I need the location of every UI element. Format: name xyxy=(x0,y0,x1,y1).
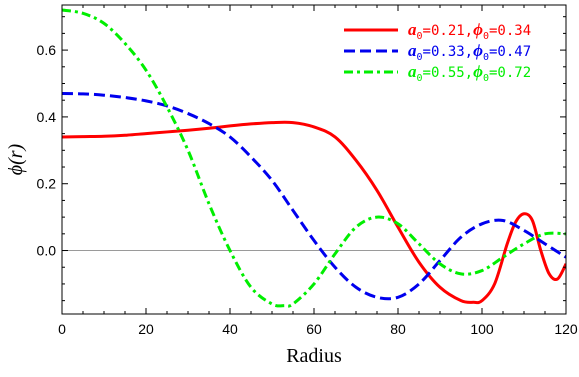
x-axis-title: Radius xyxy=(286,345,342,367)
y-tick-label: 0.6 xyxy=(37,42,57,58)
legend: a0=0.21,ϕ0=0.34a0=0.33,ϕ0=0.47a0=0.55,ϕ0… xyxy=(344,20,531,84)
x-tick-label: 20 xyxy=(138,321,154,337)
x-tick-label: 0 xyxy=(58,321,66,337)
x-tick-label: 60 xyxy=(306,321,322,337)
legend-entry-2: a0=0.33,ϕ0=0.47 xyxy=(408,41,531,63)
y-tick-label: 0.0 xyxy=(37,243,57,259)
axis-ticks: 0 20 40 60 80 100 120 0.0 0.2 0.4 0.6 xyxy=(37,5,578,337)
legend-entry-3: a0=0.55,ϕ0=0.72 xyxy=(408,62,531,84)
x-tick-label: 40 xyxy=(222,321,238,337)
series-line-3 xyxy=(62,8,566,308)
series-line-2 xyxy=(62,92,566,301)
y-tick-label: 0.4 xyxy=(37,109,57,125)
series-line-1 xyxy=(62,120,566,305)
y-axis-title: ϕ(r) xyxy=(5,143,27,175)
legend-entry-1: a0=0.21,ϕ0=0.34 xyxy=(408,20,531,42)
series-lines xyxy=(62,8,566,308)
x-tick-label: 100 xyxy=(470,321,494,337)
x-tick-label: 120 xyxy=(554,321,578,337)
x-tick-label: 80 xyxy=(390,321,406,337)
y-tick-label: 0.2 xyxy=(37,176,57,192)
